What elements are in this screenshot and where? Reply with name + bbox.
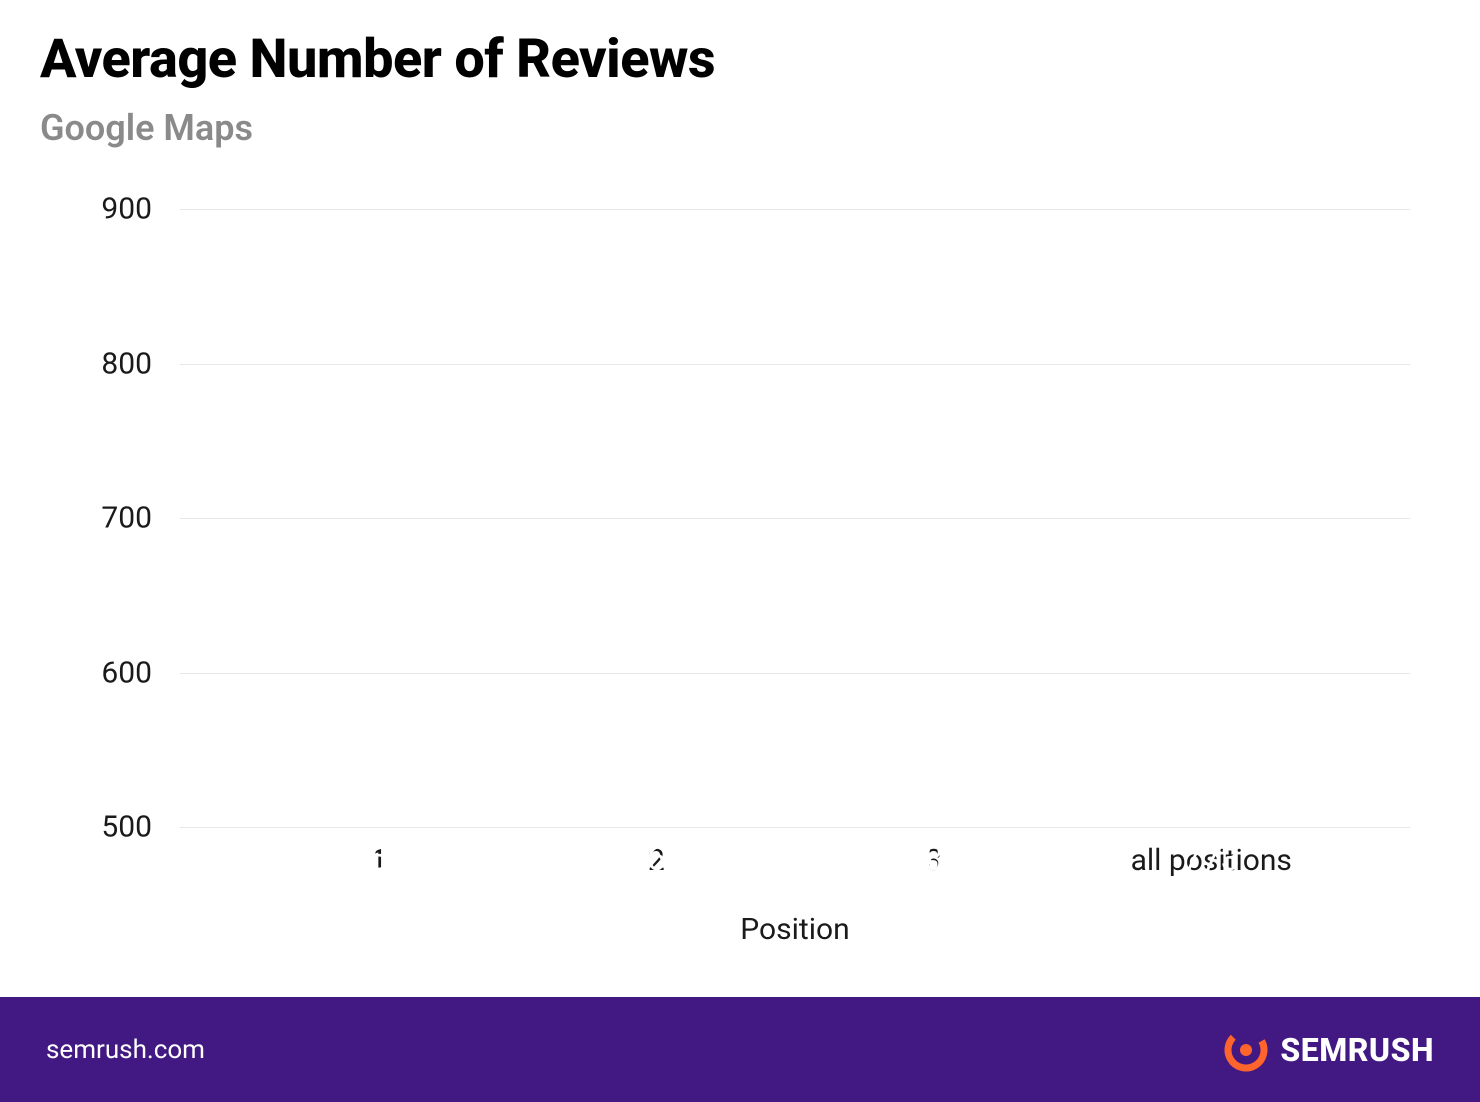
gridline [180,827,1410,828]
bar-value-label: 762 [566,839,746,879]
y-tick-label: 900 [101,192,152,227]
bar-value-label: 868 [289,839,469,879]
bar-value-label: 773 [1121,839,1301,879]
y-tick-label: 500 [101,810,152,845]
y-axis: 500600700800900 [40,209,180,827]
bars-container: 868762682773 [180,209,1410,827]
plot-area: 868762682773 [180,209,1410,827]
chart-area: 500600700800900 868762682773 [40,209,1440,827]
y-tick-label: 800 [101,346,152,381]
y-tick-label: 700 [101,501,152,536]
bar-value-label: 682 [844,839,1024,879]
brand: SEMRUSH [1224,1028,1434,1072]
footer: semrush.com SEMRUSH [0,997,1480,1102]
brand-logo-icon [1224,1028,1268,1072]
y-tick-label: 600 [101,655,152,690]
chart-title: Average Number of Reviews [40,28,1440,91]
chart-subtitle: Google Maps [40,107,1440,149]
chart-card: Average Number of Reviews Google Maps 50… [0,0,1480,997]
x-axis-title: Position [180,912,1410,947]
footer-url: semrush.com [46,1035,205,1065]
brand-name: SEMRUSH [1280,1031,1434,1069]
